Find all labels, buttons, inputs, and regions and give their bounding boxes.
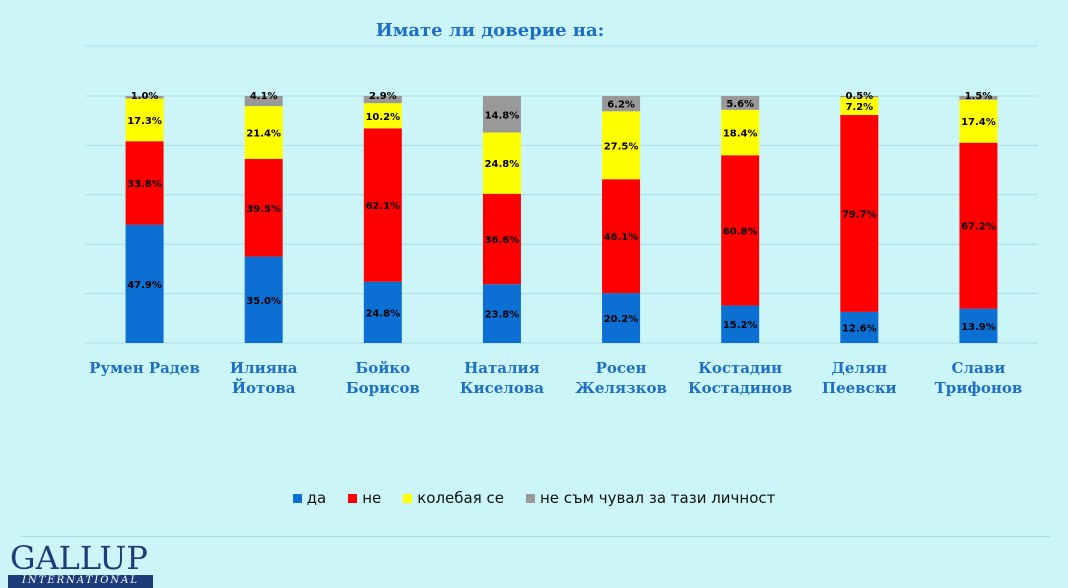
- legend-label: не съм чувал за тази личност: [540, 489, 776, 507]
- data-label: 4.1%: [250, 91, 278, 102]
- bar-segment: [959, 142, 998, 309]
- bar-segment: [602, 111, 641, 180]
- bar-segment: [721, 305, 760, 343]
- data-label: 39.5%: [246, 204, 281, 215]
- data-label: 21.4%: [246, 129, 281, 140]
- data-label: 13.9%: [961, 322, 996, 333]
- category-label: Трифонов: [935, 379, 1023, 397]
- chart-title: Имате ли доверие на:: [375, 20, 605, 41]
- bar-segment: [363, 96, 402, 104]
- bar-segment: [959, 99, 998, 143]
- logo-subtext: INTERNATIONAL: [21, 575, 140, 586]
- data-label: 60.8%: [723, 226, 758, 237]
- category-label: Желязков: [575, 379, 667, 397]
- legend-swatch: [348, 493, 358, 503]
- bar-segment: [363, 128, 402, 282]
- data-label: 35.0%: [246, 296, 281, 307]
- legend-label: не: [362, 489, 382, 507]
- legend-label: колебая се: [417, 489, 504, 507]
- bar-segment: [602, 293, 641, 343]
- bar-segment: [125, 141, 164, 225]
- legend-item: да: [292, 489, 327, 507]
- bar-segment: [721, 155, 760, 306]
- data-label: 14.8%: [485, 110, 520, 121]
- bar-segment: [721, 96, 760, 110]
- data-label: 12.6%: [842, 323, 877, 334]
- data-label: 10.2%: [365, 112, 400, 123]
- bar-segment: [959, 308, 998, 343]
- category-label: Румен Радев: [89, 359, 200, 377]
- bar-segment: [363, 103, 402, 129]
- category-label: Делян: [832, 359, 888, 377]
- category-label: Йотова: [232, 378, 296, 397]
- bar-segment: [244, 106, 283, 159]
- bar-segment: [125, 96, 164, 99]
- bar-segment: [482, 284, 521, 343]
- data-label: 79.7%: [842, 209, 877, 220]
- data-label: 17.4%: [961, 117, 996, 128]
- data-label: 20.2%: [604, 314, 639, 325]
- data-label: 1.5%: [965, 91, 993, 102]
- data-label: 24.8%: [365, 308, 400, 319]
- bar-segment: [602, 96, 641, 112]
- data-label: 23.8%: [485, 310, 520, 321]
- bar-segment: [959, 96, 998, 100]
- data-label: 27.5%: [604, 141, 639, 152]
- data-label: 62.1%: [365, 201, 400, 212]
- bar-segment: [125, 98, 164, 142]
- legend-item: не съм чувал за тази личност: [526, 489, 775, 507]
- bar-segment: [840, 115, 879, 312]
- legend-swatch: [403, 493, 413, 503]
- legend-item: не: [348, 489, 381, 507]
- data-label: 17.3%: [127, 116, 162, 127]
- divider: [20, 536, 1050, 537]
- bar-segment: [482, 132, 521, 194]
- bar-segment: [840, 96, 879, 98]
- category-label: Росен: [596, 359, 647, 377]
- bar-segment: [125, 224, 164, 343]
- data-label: 15.2%: [723, 320, 758, 331]
- category-label: Киселова: [460, 379, 544, 397]
- bar-segment: [244, 96, 283, 107]
- data-label: 1.0%: [131, 91, 159, 102]
- bar-segment: [482, 96, 521, 133]
- data-label: 0.5%: [845, 91, 873, 102]
- data-label: 5.6%: [726, 99, 754, 110]
- logo-text: GALLUP: [10, 539, 148, 577]
- data-label: 33.8%: [127, 179, 162, 190]
- category-label: Наталия: [464, 359, 540, 377]
- category-label: Пеевски: [822, 379, 897, 397]
- bar-segment: [840, 97, 879, 116]
- category-label: Борисов: [346, 379, 420, 397]
- legend-label: да: [306, 489, 327, 507]
- data-label: 24.8%: [485, 159, 520, 170]
- category-label: Илияна: [230, 359, 298, 377]
- logo-band: [8, 575, 153, 588]
- bar-segment: [244, 256, 283, 343]
- bar-segment: [363, 281, 402, 343]
- category-label: Костадинов: [688, 379, 792, 397]
- data-label: 67.2%: [961, 222, 996, 233]
- bar-segment: [482, 193, 521, 285]
- data-label: 6.2%: [607, 100, 635, 111]
- legend: да не колебая се не съм чувал за тази лично…: [0, 489, 1068, 507]
- data-label: 7.2%: [845, 102, 873, 113]
- category-label: Слави: [952, 359, 1006, 377]
- legend-item: колебая се: [403, 489, 504, 507]
- bar-segment: [244, 158, 283, 257]
- chart: 47.9% 33.8% 17.3% 1.0% Румен Радев 35.0% 39.5%…: [85, 45, 1038, 397]
- data-label: 36.6%: [485, 235, 520, 246]
- gallup-logo: GALLUP INTERNATIONAL: [8, 542, 158, 588]
- data-label: 46.1%: [604, 232, 639, 243]
- bar-segment: [602, 179, 641, 294]
- data-label: 2.9%: [369, 91, 397, 102]
- bar-segment: [721, 109, 760, 156]
- data-label: 18.4%: [723, 129, 758, 140]
- legend-swatch: [526, 493, 535, 503]
- legend-swatch: [292, 493, 302, 503]
- category-label: Костадин: [698, 359, 782, 377]
- bar-segment: [840, 311, 879, 343]
- data-label: 47.9%: [127, 280, 162, 291]
- category-label: Бойко: [355, 359, 410, 377]
